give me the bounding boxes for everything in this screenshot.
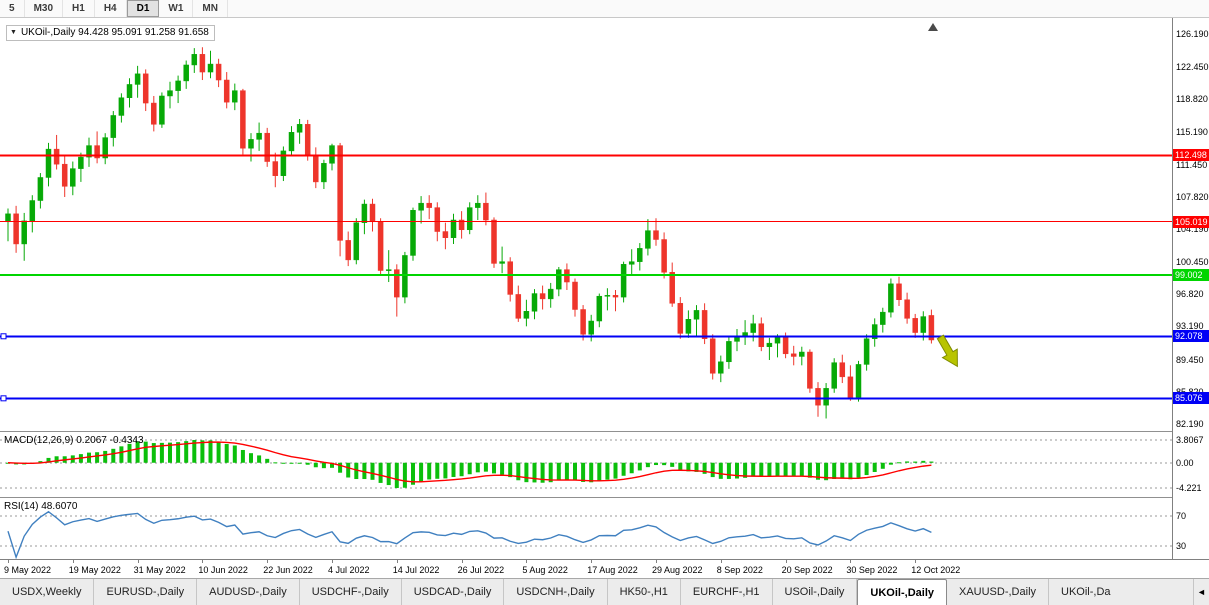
date-axis-tick-mark xyxy=(526,560,528,563)
horizontal-level-lines[interactable] xyxy=(0,154,1172,402)
chart-tab-eurchf-h1[interactable]: EURCHF-,H1 xyxy=(681,579,773,605)
date-axis-label: 20 Sep 2022 xyxy=(781,565,833,575)
chart-shift-marker-icon[interactable] xyxy=(928,23,938,31)
rsi-axis-tick: 70 xyxy=(1176,511,1187,522)
date-axis-label: 9 May 2022 xyxy=(4,565,52,575)
panel-divider[interactable] xyxy=(0,431,1209,433)
date-axis-label: 19 May 2022 xyxy=(68,565,121,575)
date-axis-tick-mark xyxy=(461,560,463,563)
rsi-chart[interactable] xyxy=(0,499,1172,559)
chart-title-text: UKOil-,Daily 94.428 95.091 91.258 91.658 xyxy=(20,27,209,38)
date-axis-label: 17 Aug 2022 xyxy=(587,565,638,575)
chart-title: ▼ UKOil-,Daily 94.428 95.091 91.258 91.6… xyxy=(6,25,215,41)
timeframe-button-mn[interactable]: MN xyxy=(193,0,228,17)
rsi-line xyxy=(7,510,932,559)
chart-tab-ukoil-daily[interactable]: UKOil-,Daily xyxy=(857,579,947,605)
date-axis-label: 5 Aug 2022 xyxy=(522,565,568,575)
chart-tab-ukoil-da[interactable]: UKOil-,Da xyxy=(1061,586,1111,598)
chart-tab-usdchf-daily[interactable]: USDCHF-,Daily xyxy=(300,579,402,605)
date-axis-label: 4 Jul 2022 xyxy=(328,565,370,575)
date-axis-tick-mark xyxy=(591,560,593,563)
chart-tab-eurusd-daily[interactable]: EURUSD-,Daily xyxy=(94,579,198,605)
timeframe-button-h4[interactable]: H4 xyxy=(95,0,127,17)
chart-tab-hk50-h1[interactable]: HK50-,H1 xyxy=(608,579,681,605)
timeframe-button-h1[interactable]: H1 xyxy=(63,0,95,17)
price-axis-tick: 85.820 xyxy=(1176,387,1204,397)
date-axis-tick-mark xyxy=(396,560,398,563)
date-axis-label: 29 Aug 2022 xyxy=(652,565,703,575)
chart-tab-audusd-daily[interactable]: AUDUSD-,Daily xyxy=(197,579,300,605)
panel-divider[interactable] xyxy=(0,497,1209,499)
candles-layer xyxy=(5,47,935,419)
date-axis-label: 8 Sep 2022 xyxy=(716,565,763,575)
timeframe-button-m30[interactable]: M30 xyxy=(25,0,64,17)
date-axis-tick-mark xyxy=(202,560,204,563)
price-axis-tick: 107.820 xyxy=(1176,191,1209,202)
date-axis-label: 31 May 2022 xyxy=(133,565,186,575)
price-axis-tick: 82.190 xyxy=(1176,418,1204,429)
date-axis-tick-mark xyxy=(8,560,9,563)
macd-chart[interactable] xyxy=(0,433,1172,497)
date-axis-label: 12 Oct 2022 xyxy=(911,565,961,575)
level-price-tag: 112.498 xyxy=(1173,149,1209,162)
rsi-label: RSI(14) 48.6070 xyxy=(4,501,78,512)
price-axis-tick: 126.190 xyxy=(1176,29,1209,40)
price-axis-tick: 100.450 xyxy=(1176,257,1209,268)
timeframe-button-w1[interactable]: W1 xyxy=(159,0,194,17)
date-axis-label: 10 Jun 2022 xyxy=(198,565,248,575)
date-axis-label: 22 Jun 2022 xyxy=(263,565,313,575)
macd-indicator-panel: MACD(12,26,9) 0.2067 -0.4343 xyxy=(0,433,1172,497)
macd-axis-tick: -4.221 xyxy=(1176,483,1202,493)
chart-tab-usdx-weekly[interactable]: USDX,Weekly xyxy=(0,579,95,605)
macd-axis-tick: 0.00 xyxy=(1176,457,1194,468)
chart-tab-usdcad-daily[interactable]: USDCAD-,Daily xyxy=(402,579,505,605)
time-axis[interactable]: 9 May 2022 19 May 2022 31 May 2022 10 Jun 2… xyxy=(0,559,1209,578)
candlestick-chart[interactable] xyxy=(0,18,1172,431)
macd-signal-line xyxy=(7,441,932,483)
price-axis-tick: 89.450 xyxy=(1176,354,1204,365)
collapse-chart-icon[interactable]: ▼ xyxy=(10,29,17,36)
timeframe-toolbar: 5 M30 H1 H4 D1 W1 MN xyxy=(0,0,1209,18)
timeframe-button-5[interactable]: 5 xyxy=(0,0,25,17)
chart-tabs-bar: USDX,Weekly EURUSD-,Daily AUDUSD-,Daily USD… xyxy=(0,578,1209,605)
date-axis-tick-mark xyxy=(915,560,917,563)
rsi-indicator-panel: RSI(14) 48.6070 xyxy=(0,499,1172,559)
date-axis-label: 14 Jul 2022 xyxy=(392,565,440,575)
chart-tab-usdcnh-daily[interactable]: USDCNH-,Daily xyxy=(504,579,608,605)
level-price-tag: 99.002 xyxy=(1173,268,1209,281)
price-axis-tick: 104.190 xyxy=(1176,223,1209,234)
date-axis-tick-mark xyxy=(137,560,139,563)
date-axis-label: 30 Sep 2022 xyxy=(846,565,898,575)
level-price-tag: 105.019 xyxy=(1173,215,1209,228)
date-axis-tick-mark xyxy=(785,560,787,563)
timeframe-button-d1[interactable]: D1 xyxy=(126,0,160,17)
date-axis-tick-mark xyxy=(720,560,722,563)
price-chart-panel: ▼ UKOil-,Daily 94.428 95.091 91.258 91.6… xyxy=(0,18,1172,431)
chart-tab-xauusd-daily[interactable]: XAUUSD-,Daily xyxy=(947,579,1050,605)
date-axis-tick-mark xyxy=(656,560,657,563)
level-price-tag: 92.078 xyxy=(1173,330,1209,343)
rsi-axis-tick: 30 xyxy=(1176,541,1187,552)
date-axis-tick-mark xyxy=(72,560,74,563)
price-axis-tick: 111.450 xyxy=(1176,159,1208,170)
price-axis-tick: 93.190 xyxy=(1176,321,1204,332)
date-axis-tick-mark xyxy=(267,560,269,563)
level-price-tag: 85.076 xyxy=(1173,392,1209,405)
macd-label: MACD(12,26,9) 0.2067 -0.4343 xyxy=(4,435,144,446)
macd-axis-tick: 3.8067 xyxy=(1176,435,1204,445)
date-axis-label: 26 Jul 2022 xyxy=(457,565,505,575)
chart-tab-usoil-daily[interactable]: USOil-,Daily xyxy=(773,579,858,605)
sell-arrow-annotation[interactable] xyxy=(933,333,965,371)
price-axis-tick: 115.190 xyxy=(1176,126,1208,137)
date-axis-tick-mark xyxy=(332,560,333,563)
price-axis-tick: 118.820 xyxy=(1176,94,1208,105)
date-axis-tick-mark xyxy=(850,560,852,563)
price-axis[interactable]: 126.190 122.450 118.820 115.190 111.450 107.8… xyxy=(1172,18,1209,559)
tab-scroll-left-icon[interactable]: ◄ xyxy=(1193,579,1209,605)
macd-histogram xyxy=(6,440,934,488)
price-axis-tick: 96.820 xyxy=(1176,289,1204,300)
price-axis-tick: 122.450 xyxy=(1176,62,1209,73)
